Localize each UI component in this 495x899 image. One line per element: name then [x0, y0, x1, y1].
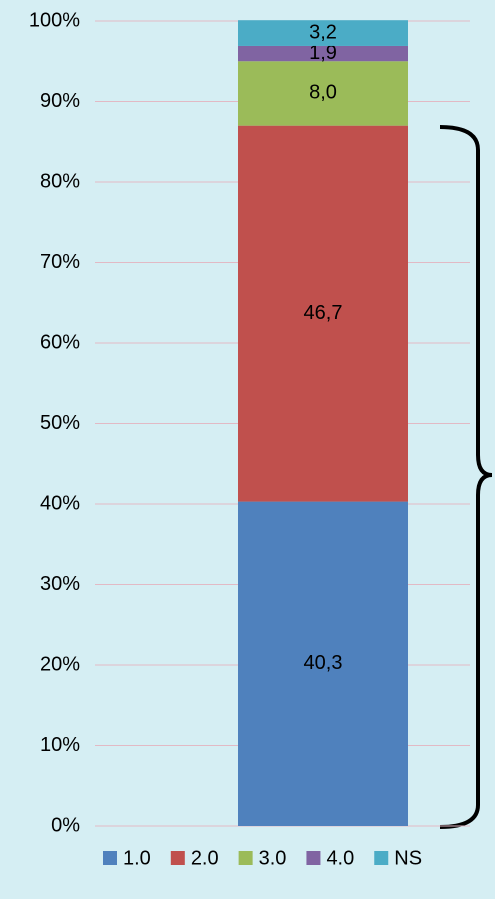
bar-segment — [238, 45, 408, 62]
bar-segment — [238, 61, 408, 126]
y-tick-label: 30% — [40, 573, 80, 595]
data-label: 40,3 — [304, 652, 343, 674]
data-label: 1,9 — [309, 42, 337, 64]
bar-segment — [238, 20, 408, 46]
legend-swatch — [103, 851, 117, 865]
y-tick-label: 20% — [40, 653, 80, 675]
legend-swatch — [170, 851, 185, 865]
legend-label: 1.0 — [123, 847, 151, 869]
legend-label: NS — [394, 847, 422, 869]
data-label: 8,0 — [309, 82, 337, 104]
y-tick-label: 40% — [40, 492, 80, 514]
bar-segment — [238, 501, 408, 826]
brace — [439, 125, 493, 829]
y-tick-label: 90% — [40, 90, 80, 112]
data-label: 3,2 — [309, 21, 337, 43]
y-tick-label: 80% — [40, 170, 80, 192]
legend-swatch — [238, 851, 253, 865]
y-tick-label: 10% — [40, 734, 80, 756]
bar-segment — [238, 125, 408, 502]
legend-swatch — [374, 851, 389, 865]
data-label: 46,7 — [304, 302, 343, 324]
legend-label: 2.0 — [191, 847, 219, 869]
y-tick-label: 50% — [40, 412, 80, 434]
legend-swatch — [306, 851, 321, 865]
y-tick-label: 100% — [29, 9, 80, 31]
legend-label: 4.0 — [326, 847, 354, 869]
legend-label: 3.0 — [259, 847, 287, 869]
y-tick-label: 70% — [40, 251, 80, 273]
y-tick-label: 60% — [40, 331, 80, 353]
y-tick-label: 0% — [51, 814, 80, 836]
